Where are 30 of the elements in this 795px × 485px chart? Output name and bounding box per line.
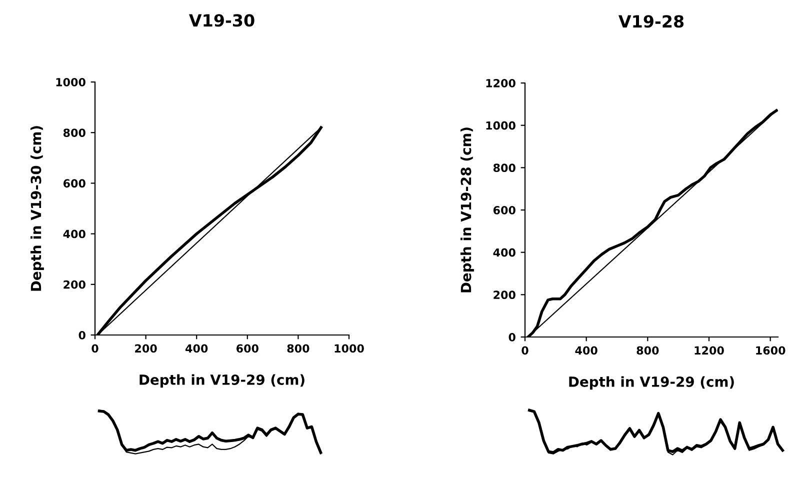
y-axis-title: Depth in V19-28 (cm) — [460, 128, 474, 292]
x-tick-label: 0 — [522, 346, 528, 355]
y-tick-label: 600 — [493, 206, 516, 214]
y-axis-title: Depth in V19-30 (cm) — [30, 126, 44, 291]
x-tick-label: 0 — [92, 344, 98, 353]
x-axis-title: Depth in V19-29 (cm) — [569, 376, 734, 390]
y-tick-label: 400 — [493, 248, 516, 257]
y-tick-label: 600 — [63, 179, 86, 188]
y-tick-label: 400 — [63, 230, 86, 238]
y-tick-label: 0 — [508, 332, 516, 342]
y-tick-label: 200 — [494, 290, 516, 300]
chart-title: V19-28 — [618, 15, 684, 28]
y-tick-label: 1000 — [486, 121, 516, 130]
y-tick-label: 0 — [78, 330, 86, 340]
x-tick-label: 400 — [186, 344, 208, 353]
x-tick-label: 600 — [236, 344, 258, 353]
y-tick-label: 1200 — [486, 78, 516, 88]
y-tick-label: 800 — [63, 128, 86, 137]
x-tick-label: 400 — [575, 346, 598, 355]
x-axis-title: Depth in V19-29 (cm) — [140, 374, 304, 388]
x-tick-label: 1600 — [756, 346, 786, 355]
y-tick-label: 200 — [64, 280, 86, 289]
y-tick-label: 1000 — [56, 78, 86, 86]
chart-title: V19-30 — [188, 14, 254, 27]
x-tick-label: 800 — [287, 344, 310, 353]
x-tick-label: 1000 — [334, 344, 364, 353]
x-tick-label: 800 — [636, 346, 659, 355]
x-tick-label: 1200 — [694, 346, 724, 355]
y-tick-label: 800 — [493, 164, 516, 172]
x-tick-label: 200 — [135, 344, 157, 353]
